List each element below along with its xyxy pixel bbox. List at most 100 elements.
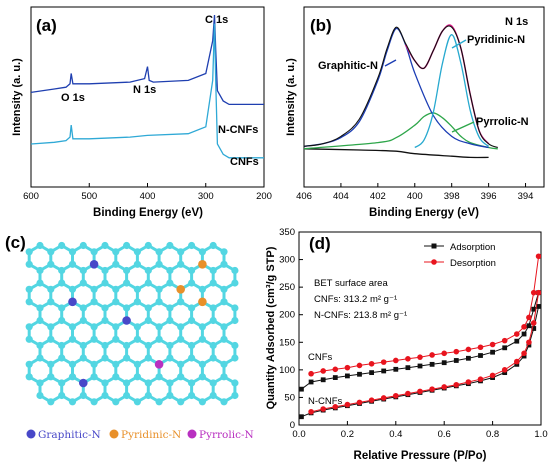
panel-b-x-tick-label: 406: [296, 191, 312, 202]
panel-d-cnfs-adsorption-point: [357, 371, 362, 377]
panel-d-cnfs-adsorption-point: [405, 365, 411, 371]
carbon-atom: [101, 379, 109, 387]
carbon-atom: [177, 398, 185, 406]
carbon-atom: [123, 304, 131, 312]
carbon-atom: [231, 379, 239, 387]
panel-d-n-cnfs-desorption-point: [441, 384, 448, 390]
panel-d-n-cnfs-desorption-point: [332, 404, 339, 410]
carbon-atom: [198, 323, 206, 331]
carbon-atom: [177, 260, 185, 268]
carbon-atom: [58, 316, 66, 325]
panel-d-cnfs-adsorption-point: [369, 370, 374, 376]
carbon-atom: [166, 316, 174, 325]
panel-d-cnfs-desorption-point: [526, 314, 532, 321]
panel-d-cnfs-desorption-point: [344, 364, 351, 371]
carbon-atom: [133, 398, 141, 406]
carbon-atom: [155, 398, 163, 406]
carbon-atom: [68, 323, 77, 331]
carbon-atom: [47, 260, 55, 268]
panel-a-xlabel: Binding Energy (eV): [93, 207, 203, 219]
carbon-atom: [112, 323, 120, 331]
panel-d-n-cnfs-desorption-point: [429, 386, 435, 392]
legend-adsorption-label: Adsorption: [450, 242, 495, 253]
carbon-atom: [144, 316, 152, 325]
carbon-atom: [68, 285, 77, 293]
panel-d-n-cnfs-desorption-point: [380, 395, 387, 401]
carbon-atom: [25, 373, 33, 381]
carbon-atom: [101, 266, 109, 275]
panel-d-cnfs-adsorption-point: [417, 363, 423, 369]
arrow-pyrrolic: [451, 121, 475, 133]
panel-d-label: (d): [309, 234, 331, 253]
bet-cnfs: CNFs: 313.2 m² g⁻¹: [314, 294, 397, 305]
panel-d-cnfs-desorption-point: [393, 357, 399, 364]
carbon-atom: [47, 373, 55, 381]
carbon-atom: [144, 341, 152, 350]
carbon-atom: [112, 285, 120, 293]
carbon-atom: [36, 354, 44, 362]
panel-d-y-tick-label: 350: [279, 227, 295, 238]
label-graphitic-n: Graphitic-N: [318, 60, 378, 72]
panel-d-n-cnfs-adsorption-point: [531, 326, 537, 331]
panel-a-x-tick-label: 200: [256, 191, 272, 202]
bet-ncnfs: N-CNFs: 213.8 m² g⁻¹: [314, 310, 407, 321]
carbon-atom: [79, 241, 87, 250]
carbon-atom: [177, 373, 185, 381]
panel-d-legend: Adsorption Desorption: [424, 242, 496, 269]
panel-d-n-cnfs-desorption-point: [501, 367, 508, 373]
carbon-atom: [188, 341, 196, 350]
carbon-atom: [112, 360, 120, 368]
arrow-graphitic: [384, 59, 397, 67]
carbon-atom: [112, 260, 120, 268]
panel-b-pyridinic-line: [414, 34, 490, 149]
carbon-atom: [90, 335, 98, 343]
carbon-atom: [101, 391, 109, 400]
panel-d-x-tick-label: 0.4: [389, 429, 402, 440]
panel-d-cnfs-adsorption-point: [526, 323, 532, 329]
carbon-atom: [123, 266, 131, 275]
bet-title: BET surface area: [314, 278, 388, 289]
carbon-atom: [155, 285, 163, 293]
pyridinic-n-atom: [198, 297, 207, 307]
panel-b-x-ticks: 406 404 402 400 398 396 394: [296, 183, 533, 202]
panel-d-x-tick-label: 1.0: [534, 429, 547, 440]
panel-d-cnfs-adsorption-point: [453, 358, 459, 363]
panel-a-x-tick-label: 400: [140, 191, 156, 202]
carbon-atom: [209, 316, 217, 325]
panel-d-n-cnfs-desorption-line: [310, 292, 540, 413]
carbon-atom: [123, 379, 131, 387]
series-label-ncnfs: N-CNFs: [218, 124, 258, 136]
panel-a-x-ticks: 600 500 400 300 200: [23, 183, 272, 202]
carbon-atom: [155, 373, 163, 381]
panel-d-cnfs-desorption-point: [465, 346, 472, 353]
legend-pyrrolic-label: Pyrrolic-N: [199, 429, 254, 441]
carbon-atom: [101, 279, 109, 287]
carbon-atom: [209, 341, 217, 350]
panel-b-x-tick-label: 394: [518, 191, 534, 202]
carbon-atom: [209, 379, 217, 387]
carbon-atom: [198, 285, 206, 293]
carbon-atom: [123, 391, 131, 400]
carbon-atom: [220, 260, 228, 268]
carbon-atom: [198, 335, 206, 343]
carbon-atom: [36, 304, 44, 312]
carbon-atom: [133, 360, 141, 368]
panel-d-cnfs-desorption-point: [429, 352, 435, 358]
carbon-atom: [220, 248, 228, 256]
carbon-atom: [123, 241, 131, 250]
panel-c: (c) Graphitic-N Pyridinic-N Pyrrolic-N: [5, 233, 254, 441]
carbon-atom: [220, 398, 228, 406]
panel-a-label: (a): [36, 16, 57, 35]
carbon-atom: [231, 279, 239, 287]
panel-c-label: (c): [5, 233, 26, 252]
panel-b: (b) N 1s Intensity (a. u.) Binding Energ…: [285, 6, 545, 219]
panel-d-n-cnfs-desorption-point: [465, 379, 472, 385]
panel-d-y-tick-label: 100: [279, 365, 295, 376]
panel-d: (d) Quantity Adsorbed (cm³/g STP) Relati…: [265, 227, 548, 462]
panel-d-cnfs-desorption-point: [535, 253, 541, 260]
panel-a-ncnf-line: [31, 14, 264, 106]
carbon-atom: [36, 341, 44, 350]
carbon-atom: [90, 360, 98, 368]
panel-d-cnfs-desorption-point: [477, 344, 484, 351]
carbon-atom: [101, 341, 109, 350]
